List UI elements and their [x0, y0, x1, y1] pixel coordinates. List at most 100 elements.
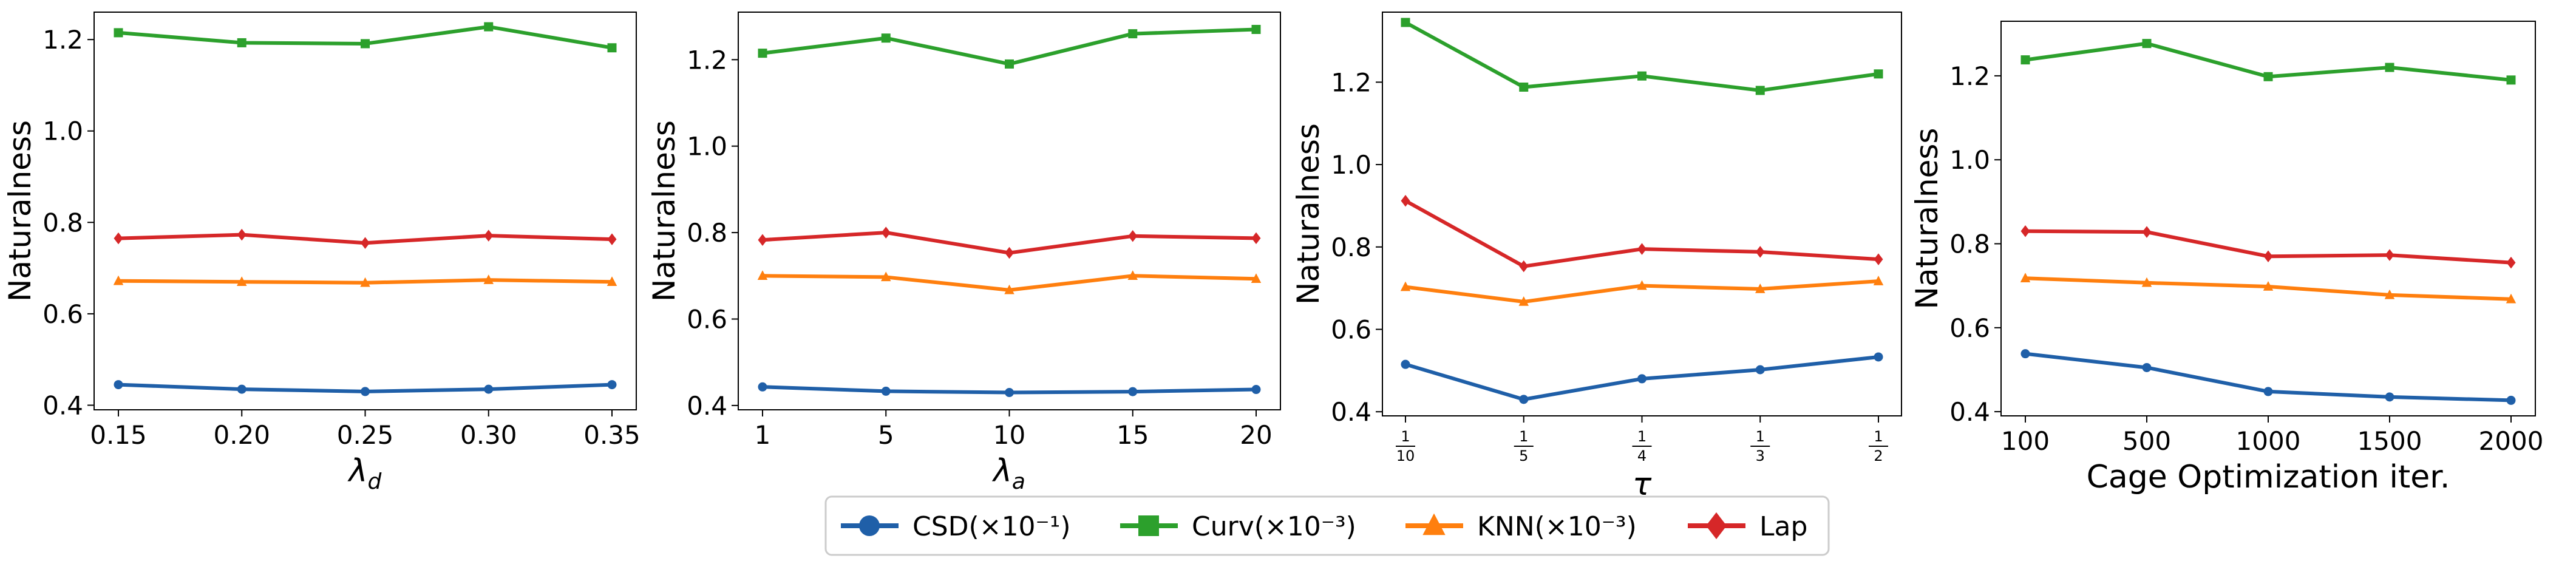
x-tick-label: 0.25	[337, 420, 394, 450]
data-point-curv	[607, 43, 617, 53]
y-axis-label: Naturalness	[647, 120, 682, 302]
y-tick-label: 0.6	[687, 304, 727, 334]
x-tick-numerator: 1	[1874, 428, 1883, 445]
data-point-lap	[2263, 250, 2273, 262]
data-point-csd	[1005, 388, 1014, 398]
data-point-lap	[114, 232, 123, 245]
data-point-lap	[1755, 246, 1765, 258]
legend-frame	[824, 495, 1830, 556]
x-tick-denominator: 10	[1396, 447, 1415, 464]
legend-label-curv: Curv(×10⁻³)	[1192, 511, 1356, 542]
y-tick-label: 1.2	[1949, 61, 1990, 91]
data-point-knn	[1251, 273, 1262, 284]
legend-marker-csd	[859, 515, 880, 536]
x-tick-label: 1500	[2357, 426, 2422, 456]
x-tick-label: 0.15	[90, 420, 147, 450]
data-point-lap	[2142, 226, 2152, 238]
y-tick-label: 1.0	[687, 132, 727, 161]
y-tick-label: 0.4	[1331, 397, 1371, 427]
data-point-knn	[483, 274, 494, 284]
data-point-curv	[1874, 69, 1883, 79]
y-axis-label: Naturalness	[1909, 128, 1945, 310]
x-tick-label: 1	[755, 420, 771, 450]
x-tick-numerator: 1	[1401, 428, 1410, 445]
y-tick-label: 0.6	[1949, 313, 1990, 343]
y-tick-label: 0.6	[42, 299, 83, 329]
data-point-lap	[1874, 253, 1883, 265]
data-point-csd	[1128, 387, 1138, 396]
x-axis-label: Cage Optimization iter.	[2087, 459, 2450, 495]
series-line-lap	[1404, 199, 1879, 268]
data-point-lap	[881, 226, 891, 239]
data-point-lap	[1005, 246, 1014, 259]
data-point-csd	[114, 380, 123, 390]
data-point-csd	[484, 384, 494, 394]
data-point-csd	[607, 380, 617, 390]
data-point-curv	[1251, 24, 1261, 34]
data-point-csd	[361, 387, 370, 396]
y-tick-label: 0.8	[687, 218, 727, 248]
data-point-curv	[1005, 59, 1014, 69]
legend-marker-curv	[1138, 515, 1159, 536]
data-point-knn	[1127, 270, 1138, 280]
data-point-knn	[607, 276, 617, 286]
x-tick-denominator: 4	[1637, 447, 1647, 464]
y-tick-label: 0.8	[1331, 233, 1371, 262]
data-point-curv	[1519, 83, 1529, 92]
data-point-knn	[2506, 293, 2517, 304]
x-tick-label: 1000	[2236, 426, 2301, 456]
data-point-curv	[2263, 72, 2273, 81]
x-tick-label: 100	[2001, 426, 2050, 456]
x-tick-denominator: 2	[1874, 447, 1883, 464]
data-point-lap	[1519, 260, 1529, 273]
x-tick-label: 0.20	[213, 420, 270, 450]
data-point-knn	[2141, 277, 2152, 287]
data-point-csd	[1755, 365, 1765, 375]
data-point-csd	[1519, 395, 1529, 404]
x-axis-label: λa	[991, 453, 1025, 494]
x-axis-label-subscript: d	[367, 469, 382, 494]
data-point-csd	[881, 386, 891, 396]
data-point-lap	[607, 233, 617, 245]
legend-marker-knn	[1422, 513, 1446, 535]
data-point-csd	[1637, 374, 1647, 384]
data-point-lap	[2506, 256, 2516, 269]
y-tick-label: 1.2	[687, 45, 727, 75]
chart-panel-1: 0.4 0.6 0.8 1.0 1.2 0.15 0.20 0.25 0.30 0.35 Natur…	[2, 12, 641, 494]
x-tick-label: 15	[1116, 420, 1149, 450]
x-tick-label: 0.35	[583, 420, 641, 450]
chart-panel-4: 0.4 0.6 0.8 1.0 1.2 100 500 1000 1500 2000 Natural…	[1909, 21, 2543, 495]
data-point-knn	[360, 277, 370, 287]
y-tick-label: 0.8	[42, 208, 83, 237]
x-tick-label: 2000	[2479, 426, 2544, 456]
data-point-knn	[1400, 281, 1411, 291]
data-point-curv	[2506, 75, 2516, 85]
data-point-csd	[2020, 349, 2030, 359]
data-point-lap	[1128, 230, 1138, 242]
legend-label-lap: Lap	[1759, 511, 1807, 542]
data-point-csd	[2385, 392, 2394, 402]
data-point-csd	[2142, 362, 2152, 372]
y-axis-label: Naturalness	[2, 120, 38, 302]
y-tick-label: 0.4	[1949, 397, 1990, 427]
y-tick-label: 0.4	[687, 391, 727, 421]
data-point-knn	[881, 271, 891, 282]
x-axis-label-subscript: a	[1012, 469, 1025, 494]
y-tick-label: 0.4	[42, 390, 83, 420]
data-point-csd	[1251, 385, 1261, 395]
data-point-csd	[758, 382, 767, 392]
x-tick-label: 10	[993, 420, 1025, 450]
legend-label-csd: CSD(×10⁻¹)	[912, 511, 1071, 542]
y-axis-label: Naturalness	[1291, 123, 1326, 305]
data-point-lap	[2020, 225, 2030, 237]
data-point-lap	[361, 237, 370, 249]
data-point-knn	[237, 276, 247, 286]
data-point-curv	[361, 39, 370, 49]
data-point-curv	[2385, 63, 2394, 72]
plot-frame	[738, 12, 1281, 410]
data-point-csd	[2263, 387, 2273, 396]
y-tick-label: 0.8	[1949, 229, 1990, 259]
data-point-knn	[1518, 296, 1529, 306]
